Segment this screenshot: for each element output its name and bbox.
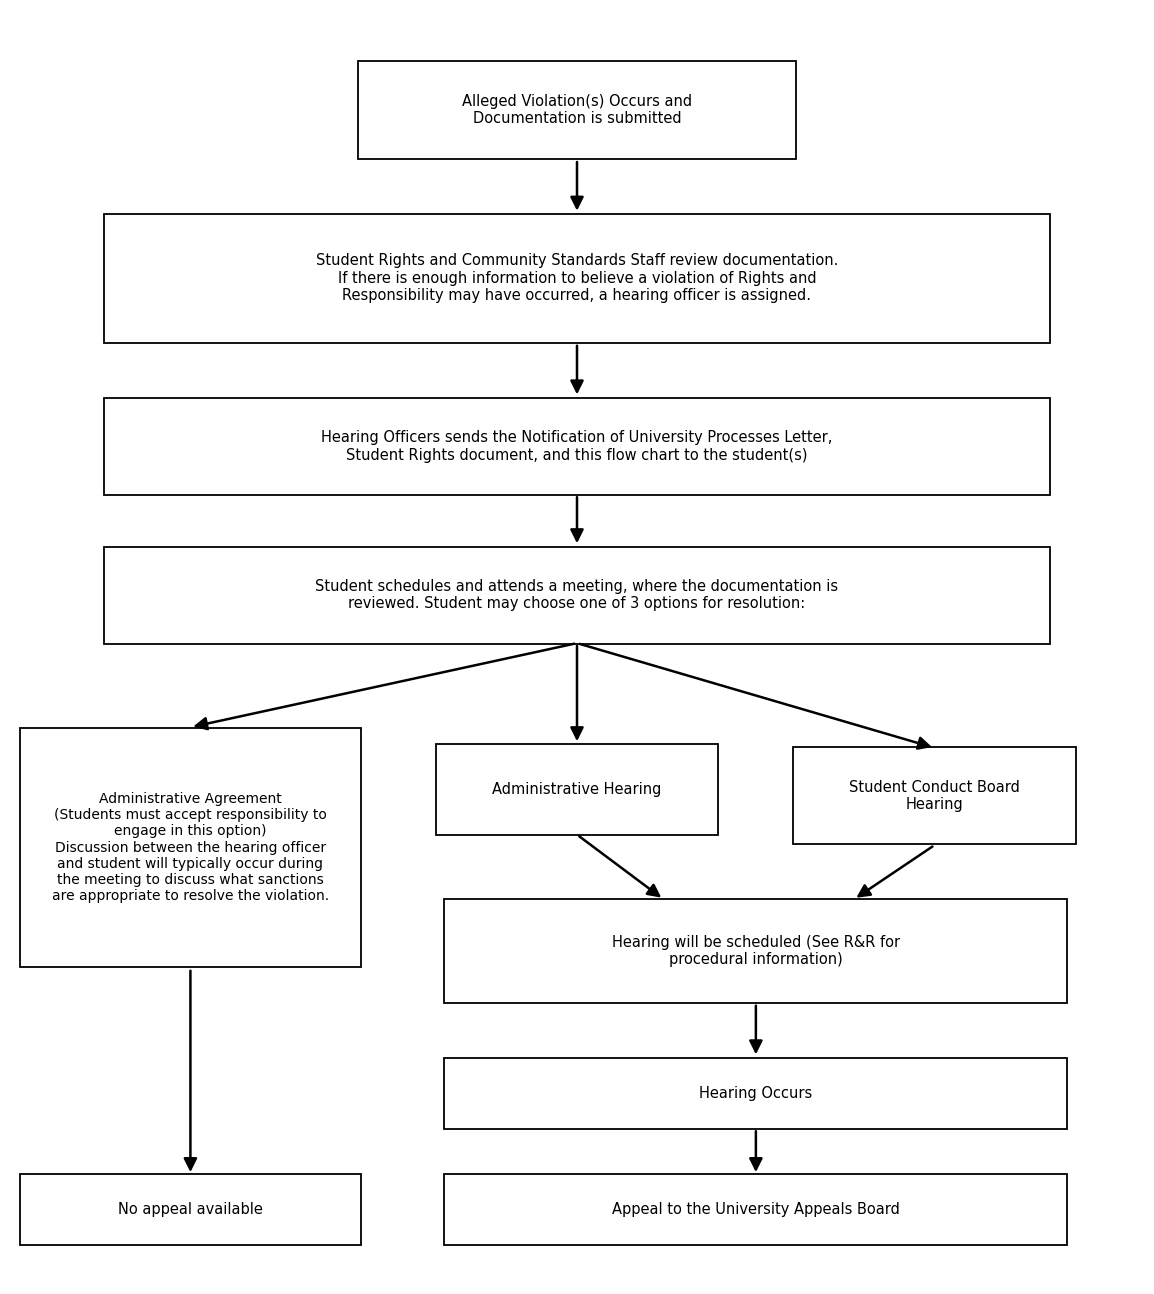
Text: Administrative Agreement
(Students must accept responsibility to
engage in this : Administrative Agreement (Students must … (52, 792, 329, 903)
Text: Hearing Officers sends the Notification of University Processes Letter,
Student : Hearing Officers sends the Notification … (321, 430, 833, 463)
FancyBboxPatch shape (104, 399, 1050, 494)
Text: Hearing will be scheduled (See R&R for
procedural information): Hearing will be scheduled (See R&R for p… (612, 934, 900, 968)
Text: Student Conduct Board
Hearing: Student Conduct Board Hearing (849, 779, 1020, 813)
Text: Student schedules and attends a meeting, where the documentation is
reviewed. St: Student schedules and attends a meeting,… (315, 578, 839, 612)
FancyBboxPatch shape (435, 744, 718, 835)
FancyBboxPatch shape (21, 729, 360, 968)
Text: Student Rights and Community Standards Staff review documentation.
If there is e: Student Rights and Community Standards S… (316, 254, 838, 303)
FancyBboxPatch shape (104, 546, 1050, 643)
Text: Hearing Occurs: Hearing Occurs (699, 1086, 812, 1101)
FancyBboxPatch shape (358, 61, 796, 158)
Text: Appeal to the University Appeals Board: Appeal to the University Appeals Board (612, 1202, 900, 1218)
FancyBboxPatch shape (104, 214, 1050, 343)
Text: Alleged Violation(s) Occurs and
Documentation is submitted: Alleged Violation(s) Occurs and Document… (462, 93, 692, 127)
FancyBboxPatch shape (21, 1175, 360, 1245)
FancyBboxPatch shape (444, 1058, 1067, 1128)
FancyBboxPatch shape (794, 747, 1076, 844)
Text: Administrative Hearing: Administrative Hearing (493, 782, 661, 797)
Text: No appeal available: No appeal available (118, 1202, 263, 1218)
FancyBboxPatch shape (444, 899, 1067, 1003)
FancyBboxPatch shape (444, 1175, 1067, 1245)
